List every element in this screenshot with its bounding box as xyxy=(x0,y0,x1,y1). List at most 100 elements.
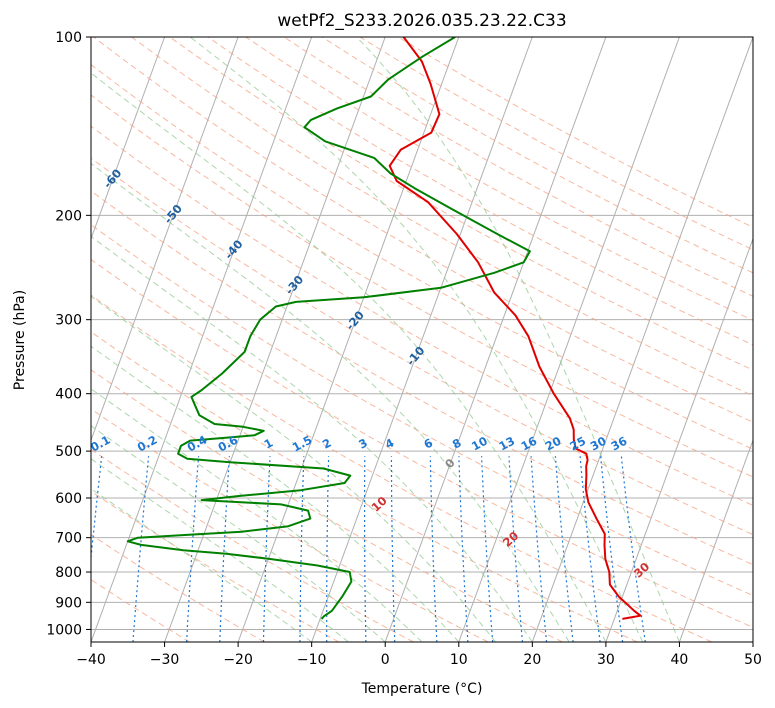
isotherm-label: -10 xyxy=(403,344,427,369)
y-tick-label: 600 xyxy=(55,491,82,507)
isotherm-label: 0 xyxy=(442,456,458,471)
mixing-ratio-line xyxy=(458,456,469,642)
plot-lines xyxy=(126,37,642,620)
mixing-ratio-line xyxy=(219,456,230,642)
mixing-ratio-label: 20 xyxy=(543,434,564,454)
moist-adiabat-line xyxy=(91,295,496,642)
x-tick-label: −10 xyxy=(297,652,327,668)
moist-adiabat-line xyxy=(91,488,312,642)
mixing-ratio-line xyxy=(364,456,367,642)
y-tick-label: 400 xyxy=(55,387,82,403)
mixing-ratio-label: 1 xyxy=(262,436,276,452)
moist-adiabat-line xyxy=(91,72,607,642)
y-tick-label: 300 xyxy=(55,313,82,329)
moist-adiabat-line xyxy=(91,235,533,642)
dry-adiabat-line xyxy=(91,224,753,597)
moist-adiabat-line xyxy=(356,37,680,642)
mixing-ratio-label: 36 xyxy=(609,434,630,454)
x-tick-label: 40 xyxy=(671,652,689,668)
x-tick-label: 50 xyxy=(744,652,762,668)
isotherm-line xyxy=(531,37,753,642)
mixing-ratio-label: 13 xyxy=(496,434,517,454)
mixing-ratio-line xyxy=(390,456,396,642)
mixing-ratio-line xyxy=(554,456,574,642)
isotherm-line xyxy=(311,37,533,642)
isotherm-line xyxy=(384,37,607,642)
isotherm-label: -30 xyxy=(282,273,306,298)
mixing-ratio-line xyxy=(299,456,305,642)
moist-adiabat-line xyxy=(91,345,460,642)
x-axis-label: Temperature (°C) xyxy=(361,681,483,697)
dry-adiabat-label: 40 xyxy=(762,587,775,608)
moist-adiabat-line xyxy=(189,37,644,642)
dry-adiabat-line xyxy=(91,258,753,628)
x-tick-label: −30 xyxy=(150,652,180,668)
y-tick-label: 700 xyxy=(55,531,82,547)
mixing-ratio-line xyxy=(262,456,271,642)
dry-adiabat-line xyxy=(91,490,340,642)
x-tick-label: −40 xyxy=(76,652,106,668)
isotherm-line xyxy=(458,37,680,642)
dry-adiabat-line xyxy=(91,125,753,506)
mixing-ratio-line xyxy=(600,456,624,642)
x-axis: −40 −30 −20 −10 0 10 20 30 40 50 xyxy=(76,642,762,668)
mixing-ratio-label: 25 xyxy=(567,434,588,454)
plot-background xyxy=(91,37,753,642)
dry-adiabat-line xyxy=(397,37,753,228)
isotherm-line xyxy=(91,37,239,442)
dry-adiabat-line xyxy=(91,190,753,566)
y-tick-label: 500 xyxy=(55,444,82,460)
mixing-ratio-line xyxy=(326,456,330,642)
y-tick-label: 900 xyxy=(55,595,82,611)
x-tick-label: −20 xyxy=(223,652,253,668)
dry-adiabat-line xyxy=(91,408,489,642)
mixing-ratio-line xyxy=(91,456,103,564)
y-axis: 100 200 300 400 500 600 700 800 900 1000 xyxy=(46,30,91,638)
x-tick-label: 10 xyxy=(450,652,468,668)
dry-adiabat-line xyxy=(245,37,753,321)
y-axis-label: Pressure (hPa) xyxy=(12,290,28,390)
moist-adiabat-line xyxy=(91,388,423,642)
isotherm-label: -40 xyxy=(222,237,246,262)
moist-adiabat-line xyxy=(91,162,570,642)
dry-adiabat-line xyxy=(321,37,753,274)
dry-adiabat-line xyxy=(91,157,753,536)
moist-adiabat-line xyxy=(91,425,386,642)
mixing-ratio-line xyxy=(508,456,524,642)
isotherm-label: -60 xyxy=(100,166,124,191)
mixing-ratio-line xyxy=(620,456,646,642)
mixing-ratio-label: 4 xyxy=(383,435,397,451)
dry-adiabat-line xyxy=(91,64,753,450)
x-tick-label: 20 xyxy=(523,652,541,668)
mixing-ratio-label: 3 xyxy=(356,436,370,452)
dry-adiabat-line xyxy=(93,37,753,423)
mixing-ratio-line xyxy=(481,456,494,642)
isotherm-line xyxy=(164,37,386,642)
y-tick-label: 800 xyxy=(55,565,82,581)
mixing-ratio-line xyxy=(429,456,438,642)
dry-adiabat-line xyxy=(131,37,753,397)
x-tick-label: 30 xyxy=(597,652,615,668)
temperature-profile xyxy=(388,37,642,620)
y-tick-label: 200 xyxy=(55,208,82,224)
dry-adiabat-line xyxy=(91,369,563,642)
mixing-ratio-label: 10 xyxy=(469,434,490,454)
mixing-ratio-label: 30 xyxy=(588,434,609,454)
dry-adiabat-line xyxy=(91,579,190,642)
isotherm-line xyxy=(752,640,753,642)
isotherm-line xyxy=(605,237,753,642)
isotherm-label: -80 xyxy=(0,95,3,120)
dry-adiabat-line xyxy=(91,534,265,642)
isotherm-label: -20 xyxy=(343,308,367,333)
dry-adiabat-label: 20 xyxy=(500,529,521,550)
y-tick-label: 1000 xyxy=(46,622,82,638)
isotherm-line xyxy=(678,438,753,642)
mixing-ratio-label: 6 xyxy=(422,436,436,452)
plot-frame xyxy=(90,36,754,643)
y-tick-label: 100 xyxy=(55,30,82,46)
dry-adiabat-line xyxy=(207,37,753,346)
mixing-ratio-line xyxy=(186,456,200,642)
moist-adiabat-line xyxy=(91,458,349,642)
mixing-ratio-line xyxy=(530,456,548,642)
